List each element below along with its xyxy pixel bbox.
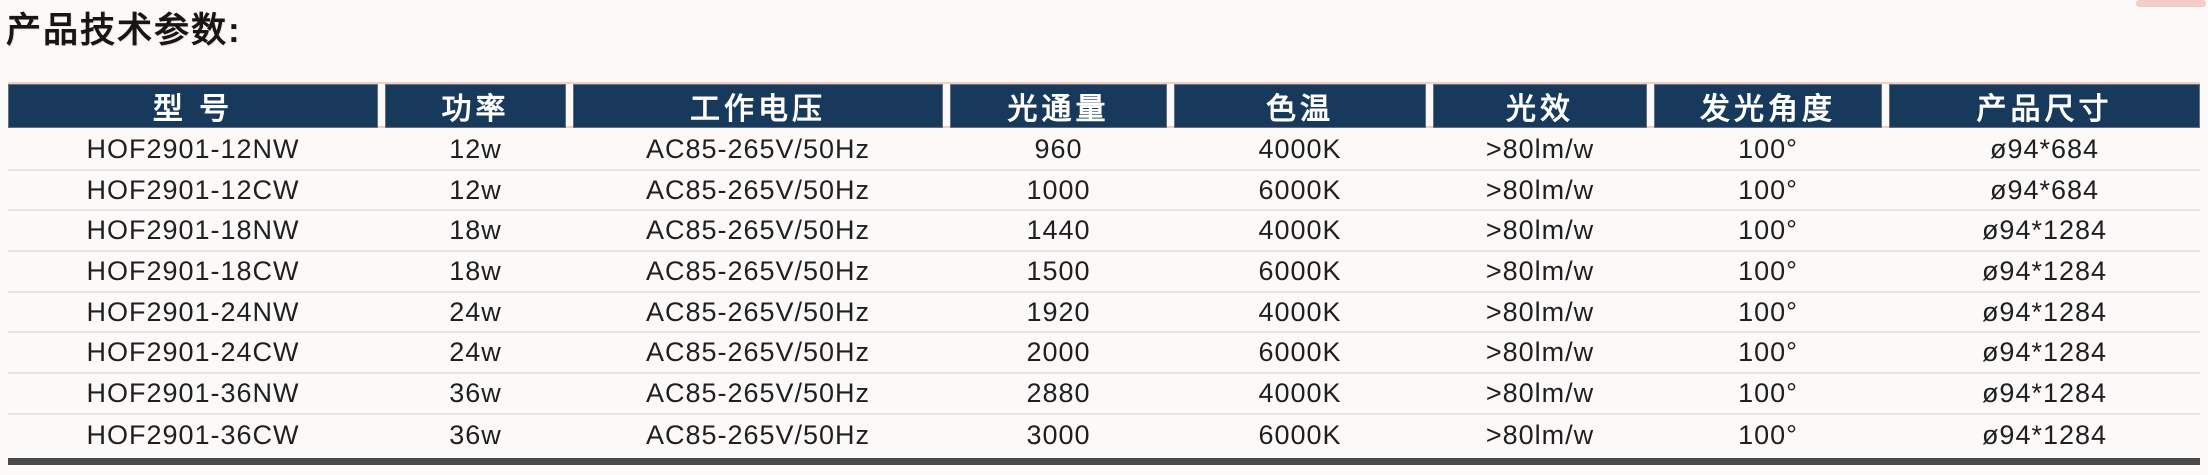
cell-voltage: AC85-265V/50Hz — [645, 174, 871, 205]
cell-efficacy: >80lm/w — [1485, 255, 1595, 286]
cell-model: HOF2901-18NW — [86, 215, 300, 246]
cell-color-temp: 6000K — [1258, 174, 1342, 205]
table-body: HOF2901-12NW 12w AC85-265V/50Hz 960 4000… — [8, 130, 2200, 456]
cell-model: HOF2901-36CW — [86, 419, 300, 450]
table-row: HOF2901-12CW 12w AC85-265V/50Hz 1000 600… — [8, 171, 2200, 212]
cell-model: HOF2901-24NW — [86, 296, 300, 327]
cell-color-temp: 6000K — [1258, 255, 1342, 286]
table-row: HOF2901-24NW 24w AC85-265V/50Hz 1920 400… — [8, 293, 2200, 334]
page-title: 产品技术参数: — [6, 11, 242, 50]
cell-beam-angle: 100° — [1738, 133, 1798, 164]
cell-dimensions: ø94*684 — [1989, 174, 2100, 205]
column-header-power: 功率 — [385, 84, 566, 128]
cell-beam-angle: 100° — [1738, 255, 1798, 286]
cell-beam-angle: 100° — [1738, 296, 1798, 327]
spec-table: 型 号 功率 工作电压 光通量 色温 光效 发光角度 产品尺寸 HOF2901-… — [8, 82, 2200, 465]
cell-voltage: AC85-265V/50Hz — [645, 133, 871, 164]
cell-color-temp: 6000K — [1258, 337, 1342, 368]
cell-color-temp: 4000K — [1258, 133, 1342, 164]
table-row: HOF2901-18NW 18w AC85-265V/50Hz 1440 400… — [8, 211, 2200, 253]
cell-efficacy: >80lm/w — [1485, 296, 1595, 327]
cell-dimensions: ø94*1284 — [1981, 296, 2108, 327]
table-header-row: 型 号 功率 工作电压 光通量 色温 光效 发光角度 产品尺寸 — [8, 82, 2200, 128]
cell-beam-angle: 100° — [1738, 377, 1798, 408]
cell-beam-angle: 100° — [1738, 419, 1798, 450]
cell-voltage: AC85-265V/50Hz — [645, 337, 871, 368]
cell-luminous-flux: 960 — [1034, 133, 1083, 164]
cell-luminous-flux: 2000 — [1026, 337, 1091, 368]
cell-model: HOF2901-12CW — [86, 174, 300, 205]
cell-luminous-flux: 1440 — [1026, 215, 1091, 246]
cell-dimensions: ø94*684 — [1989, 133, 2100, 164]
cell-voltage: AC85-265V/50Hz — [645, 296, 871, 327]
cell-dimensions: ø94*1284 — [1981, 419, 2108, 450]
cell-dimensions: ø94*1284 — [1981, 215, 2108, 246]
table-row: HOF2901-24CW 24w AC85-265V/50Hz 2000 600… — [8, 333, 2200, 375]
cell-luminous-flux: 1000 — [1026, 174, 1091, 205]
cell-luminous-flux: 3000 — [1026, 419, 1091, 450]
cell-model: HOF2901-18CW — [86, 255, 300, 286]
cell-efficacy: >80lm/w — [1485, 133, 1595, 164]
cell-beam-angle: 100° — [1738, 215, 1798, 246]
cell-dimensions: ø94*1284 — [1981, 337, 2108, 368]
cell-efficacy: >80lm/w — [1485, 174, 1595, 205]
table-row: HOF2901-12NW 12w AC85-265V/50Hz 960 4000… — [8, 130, 2200, 171]
column-header-luminous-flux: 光通量 — [950, 84, 1167, 128]
cell-power: 24w — [449, 337, 502, 368]
table-row: HOF2901-18CW 18w AC85-265V/50Hz 1500 600… — [8, 252, 2200, 293]
column-header-model: 型 号 — [8, 84, 378, 128]
table-bottom-border — [8, 457, 2200, 465]
cell-power: 18w — [449, 255, 502, 286]
cell-efficacy: >80lm/w — [1485, 337, 1595, 368]
cell-power: 18w — [449, 215, 502, 246]
cell-efficacy: >80lm/w — [1485, 377, 1595, 408]
cell-power: 24w — [449, 296, 502, 327]
cell-power: 12w — [449, 174, 502, 205]
column-header-color-temp: 色温 — [1174, 84, 1426, 128]
cell-dimensions: ø94*1284 — [1981, 377, 2108, 408]
cell-color-temp: 4000K — [1258, 296, 1342, 327]
cell-efficacy: >80lm/w — [1485, 419, 1595, 450]
table-row: HOF2901-36CW 36w AC85-265V/50Hz 3000 600… — [8, 415, 2200, 456]
cell-voltage: AC85-265V/50Hz — [645, 377, 871, 408]
cell-voltage: AC85-265V/50Hz — [645, 215, 871, 246]
cell-model: HOF2901-12NW — [86, 133, 300, 164]
cell-model: HOF2901-36NW — [86, 377, 300, 408]
column-header-beam-angle: 发光角度 — [1654, 84, 1882, 128]
cell-luminous-flux: 2880 — [1026, 377, 1091, 408]
cell-model: HOF2901-24CW — [86, 337, 300, 368]
cell-luminous-flux: 1920 — [1026, 296, 1091, 327]
cell-color-temp: 4000K — [1258, 215, 1342, 246]
cell-luminous-flux: 1500 — [1026, 255, 1091, 286]
cell-dimensions: ø94*1284 — [1981, 255, 2108, 286]
cell-voltage: AC85-265V/50Hz — [645, 255, 871, 286]
scan-artifact-mark — [2136, 0, 2206, 7]
cell-efficacy: >80lm/w — [1485, 215, 1595, 246]
cell-power: 12w — [449, 133, 502, 164]
table-row: HOF2901-36NW 36w AC85-265V/50Hz 2880 400… — [8, 374, 2200, 415]
cell-color-temp: 6000K — [1258, 419, 1342, 450]
cell-beam-angle: 100° — [1738, 174, 1798, 205]
column-header-efficacy: 光效 — [1433, 84, 1647, 128]
column-header-dimensions: 产品尺寸 — [1889, 84, 2200, 128]
cell-beam-angle: 100° — [1738, 337, 1798, 368]
cell-color-temp: 4000K — [1258, 377, 1342, 408]
cell-voltage: AC85-265V/50Hz — [645, 419, 871, 450]
cell-power: 36w — [449, 377, 502, 408]
column-header-voltage: 工作电压 — [573, 84, 943, 128]
cell-power: 36w — [449, 419, 502, 450]
